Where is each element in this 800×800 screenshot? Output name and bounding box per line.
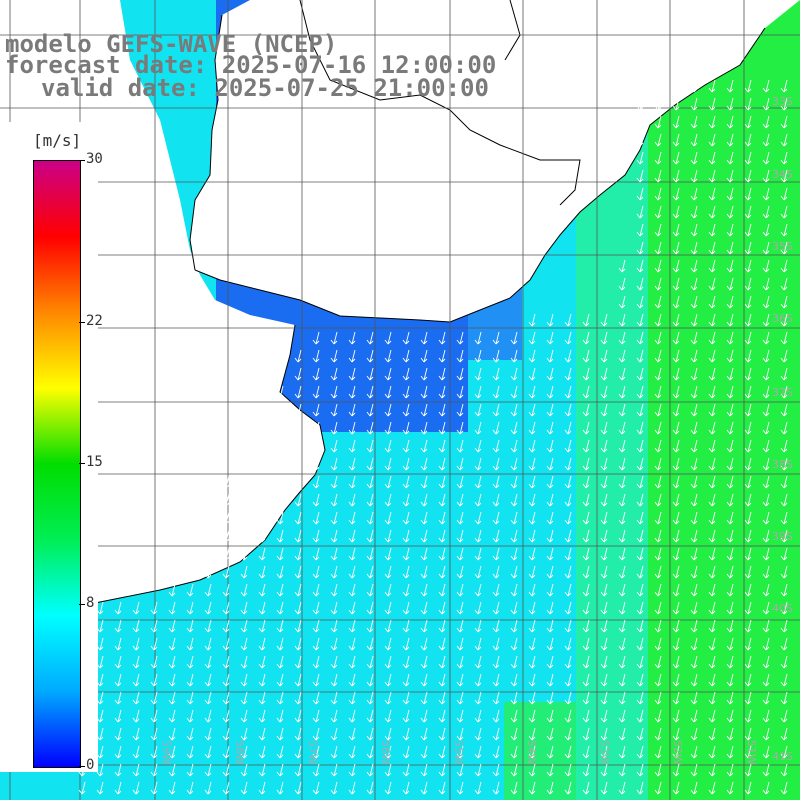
title-forecast-date: forecast date: 2025-07-16 12:00:00 [5, 51, 497, 79]
longitude-label: 58W [233, 740, 246, 765]
colorbar-tick-mark [79, 766, 85, 767]
wind-arrows [78, 79, 788, 795]
longitude-label: 54W [525, 740, 538, 765]
latitude-label: 37S [772, 386, 793, 399]
latitude-label: 34S [772, 168, 793, 181]
longitude-label: 55W [452, 740, 465, 765]
colorbar-tick-mark [79, 321, 85, 323]
latitude-label: 41S [772, 750, 793, 763]
colorbar-unit: [m/s] [33, 131, 82, 150]
colorbar-tick-label: 0 [86, 757, 95, 773]
colorbar-tick-label: 8 [86, 595, 95, 612]
longitude-label: 56W [379, 740, 392, 765]
colorbar-tick-mark [79, 604, 85, 606]
colorbar-tick-label: 30 [86, 151, 103, 167]
longitude-label: 53W [598, 740, 611, 765]
latitude-label: 38S [772, 458, 793, 471]
latitude-label: 40S [772, 602, 793, 615]
longitude-label: 51W [745, 740, 758, 765]
colorbar-tick-label: 15 [86, 454, 103, 470]
title-valid-date: valid date: 2025-07-25 21:00:00 [41, 74, 489, 102]
longitude-label: 59W [160, 740, 173, 765]
latitude-labels: 33S 34S 35S 36S 37S 38S 39S 40S 41S [772, 95, 793, 763]
coastline [194, 27, 766, 323]
longitude-label: 52W [671, 740, 684, 765]
latitude-label: 33S [772, 95, 793, 108]
latitude-label: 39S [772, 530, 793, 543]
colorbar-tick-label: 22 [86, 312, 103, 329]
colorbar [33, 160, 81, 768]
title-model: modelo GEFS-WAVE (NCEP) [5, 30, 338, 58]
longitude-label: 57W [306, 740, 319, 765]
colorbar-tick-mark [79, 463, 85, 464]
longitude-labels: 61W60W59W58W57W56W55W54W53W52W51W [11, 740, 758, 765]
latitude-label: 35S [772, 240, 793, 253]
colorbar-tick-mark [79, 160, 85, 161]
land-mass [0, 0, 800, 322]
latitude-label: 36S [772, 312, 793, 325]
coastline-south [0, 324, 326, 621]
